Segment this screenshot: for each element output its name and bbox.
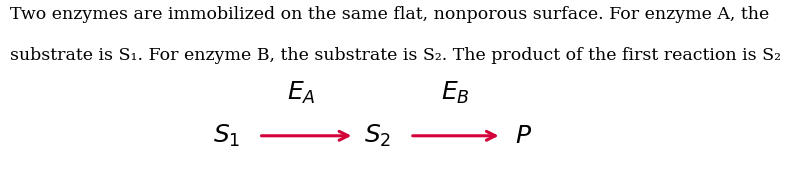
Text: $E_A$: $E_A$ <box>287 80 315 106</box>
Text: Two enzymes are immobilized on the same flat, nonporous surface. For enzyme A, t: Two enzymes are immobilized on the same … <box>10 6 769 23</box>
Text: $P$: $P$ <box>515 124 533 148</box>
Text: $S_2$: $S_2$ <box>365 123 392 149</box>
Text: substrate is S₁. For enzyme B, the substrate is S₂. The product of the first rea: substrate is S₁. For enzyme B, the subst… <box>10 46 781 63</box>
Text: $S_1$: $S_1$ <box>213 123 240 149</box>
Text: $E_B$: $E_B$ <box>441 80 470 106</box>
